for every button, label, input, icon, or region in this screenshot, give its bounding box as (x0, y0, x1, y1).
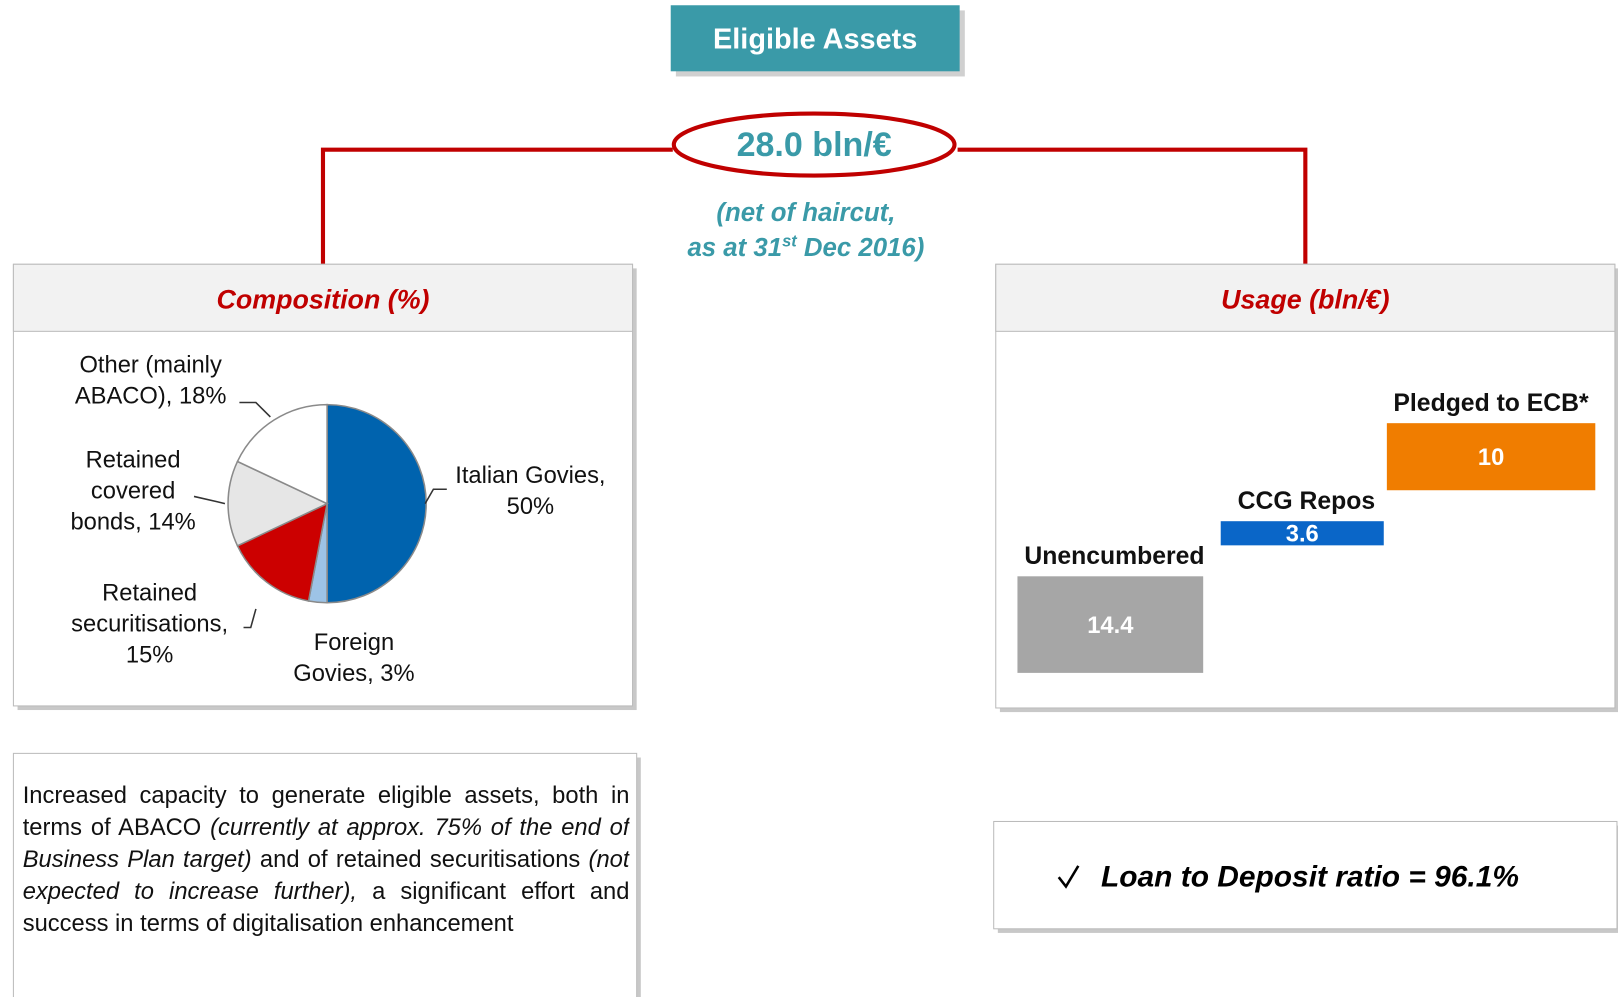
bar-value: 3.6 (1286, 522, 1319, 548)
note-line: as at 31st Dec 2016) (687, 233, 924, 262)
note-area: Increased capacity to generate eligible … (23, 779, 630, 939)
bar (1017, 576, 1204, 673)
chart-title: Usage (bln/€) (1221, 285, 1389, 315)
bar-value: 14.4 (1087, 613, 1134, 639)
checkmark (1057, 865, 1080, 889)
note-text: as at 31 (687, 234, 782, 262)
slice-label: Retained securitisations, 15% (71, 581, 228, 669)
slice-label: Italian Govies, 50% (455, 463, 605, 520)
note-text: Dec 2016) (797, 234, 925, 262)
leader-line (239, 401, 271, 418)
note-box (12, 752, 638, 1002)
connector (320, 147, 1308, 265)
ratio: Loan to Deposit ratio = 96.1% (1101, 860, 1519, 893)
panel-header (12, 263, 634, 332)
slice-label: Foreign Govies, 3% (293, 630, 414, 687)
note-segment: Increased capacity to generate eligible … (22, 781, 630, 841)
bar-label: Pledged to ECB* (1393, 390, 1589, 417)
ratio-box (993, 820, 1618, 930)
note-segment: and of retained securitisations (251, 845, 589, 873)
bar-label: CCG Repos (1238, 488, 1376, 515)
slice-label-line: Govies, 3% (293, 661, 414, 687)
pie-slice (236, 403, 328, 505)
slice-label-line: Other (mainly (79, 353, 221, 379)
header-title: Eligible Assets (713, 24, 917, 56)
bar (1220, 521, 1384, 546)
pie-slice (227, 460, 329, 547)
chart-title: Composition (%) (216, 285, 429, 315)
slice-label-line: Retained (102, 581, 197, 607)
pie-slice (236, 502, 329, 602)
slice-label-line: Italian Govies, (455, 463, 605, 489)
slice-label-line: securitisations, (71, 612, 228, 638)
note-segment: (not expected to increase further), (22, 845, 630, 905)
header-box (670, 5, 960, 72)
slice-label: Other (mainly ABACO), 18% (75, 353, 227, 410)
note-line: (net of haircut, (716, 199, 895, 227)
total: 28.0 bln/€ (737, 126, 892, 164)
note-segment: a significant effort and success in term… (22, 877, 630, 937)
slice-label-line: 50% (507, 494, 554, 520)
total-ellipse (671, 111, 957, 178)
panel-header (995, 263, 1616, 332)
slice-label-line: ABACO), 18% (75, 384, 227, 410)
leader-line (193, 495, 226, 505)
slice-label-line: covered (91, 479, 175, 505)
slice-label-line: 15% (126, 643, 173, 669)
pie-slice (326, 403, 427, 604)
note-sup: st (782, 233, 798, 251)
bar (1386, 423, 1596, 491)
note-paragraph: Increased capacity to generate eligible … (23, 779, 630, 939)
leader-line (243, 608, 257, 629)
bar-value: 10 (1478, 445, 1504, 471)
note-segment: (currently at approx. 75% of the end of … (22, 813, 630, 873)
slice-label-line: Retained (86, 448, 181, 474)
slice-label-line: bonds, 14% (70, 509, 195, 535)
bar-label: Unencumbered (1024, 543, 1204, 570)
slice-label: Retained covered bonds, 14% (70, 448, 195, 536)
slice-label-line: Foreign (314, 630, 394, 656)
leader-line (424, 488, 447, 505)
